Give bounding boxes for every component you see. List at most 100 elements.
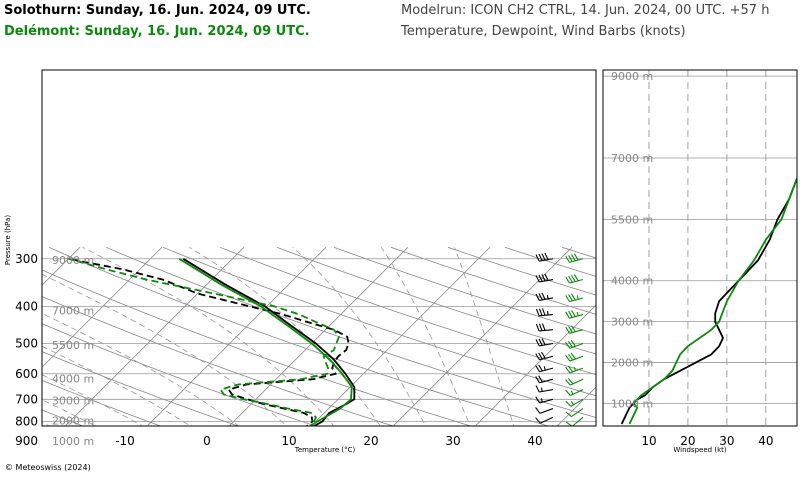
barb-staff [539,355,554,361]
wind-barb [572,441,583,452]
barb-flag [538,375,543,383]
barb-flag [567,353,574,361]
barb-flag [565,276,570,284]
wind-barb [535,308,554,317]
dry-adiabat [219,246,596,376]
barb-staff [575,446,583,457]
barb-flag [565,379,571,386]
temperature-tick-label: -10 [115,434,135,448]
barb-flag [573,253,579,261]
barb-flag [570,340,576,347]
dry-adiabat [162,246,596,397]
skew-series-group [68,257,356,426]
height-label: 9000 m [52,254,94,267]
barb-flag [535,385,540,393]
barb-staff [569,342,584,349]
wind-barb [535,396,554,404]
moist-adiabat [189,246,381,426]
wind-barb [535,416,554,424]
dry-adiabat [276,246,596,355]
dry-adiabat [790,247,800,451]
temperature-tick-label: 0 [203,434,211,448]
barb-flag [571,325,576,333]
wind-barb [565,310,584,319]
wind-barb [565,274,584,284]
barb-flag [536,428,541,433]
barb-staff [569,314,584,319]
barb-flag [565,366,571,374]
barb-half-flag [570,401,574,406]
height-label: 2000 m [52,414,94,427]
barb-flag [567,432,573,436]
wind-height-label: 2000 m [611,357,653,370]
temperature-tick-label: 20 [363,434,378,448]
dry-adiabat [733,247,800,451]
barb-staff [581,425,584,426]
isotherm [146,247,327,426]
moist-adiabat [454,247,515,426]
wind-barb [535,407,554,414]
barb-half-flag [572,456,575,458]
barb-staff [542,446,553,455]
wind-barb [565,293,584,303]
dry-adiabat [390,246,596,315]
wind-grid [603,70,797,426]
barb-half-flag [546,294,549,299]
wind-height-label: 1000 m [611,397,653,410]
barb-flag [565,295,570,302]
barb-flag [565,326,570,334]
barb-flag [535,353,540,361]
barb-staff [539,278,554,283]
wind-barb [565,365,584,374]
windspeed-tick-label: 20 [680,434,695,448]
barb-half-flag [573,366,576,372]
height-label: 4000 m [52,372,94,385]
barb-staff [539,329,554,332]
isotherm [392,247,573,426]
wind-barb [565,398,584,407]
model-run-label: Modelrun: ICON CH2 CTRL, 14. Jun. 2024, … [401,3,770,18]
barb-staff [569,258,584,263]
barb-staff [571,408,584,418]
barb-flag [535,396,540,404]
dry-adiabat [42,296,395,426]
skew-grid [42,246,800,451]
barb-flag [538,323,543,331]
wind-barb [536,425,554,433]
barb-staff [539,389,554,393]
skew-series-line-0 [182,258,356,426]
isotherm [310,247,491,426]
barb-flag [535,417,541,424]
barb-flag [568,310,573,318]
barb-half-flag [540,398,543,403]
wind-height-label: 4000 m [611,275,653,288]
barb-staff [569,367,584,374]
barb-flag [538,364,543,372]
wind-barb [567,433,583,444]
barb-flag [567,341,574,348]
dry-adiabat [42,269,472,426]
wind-barb [535,351,554,361]
wind-barb [565,325,584,334]
moist-adiabat [42,345,192,426]
skew-series-line-1 [68,257,350,426]
wind-barbs-group [535,252,584,458]
wind-barb [535,273,554,283]
barb-flag [541,292,546,300]
windspeed-tick-label: 40 [758,434,773,448]
pressure-tick-label: 500 [15,337,38,351]
barb-flag [544,252,549,260]
barb-flag [567,365,574,373]
barb-flag [568,294,573,302]
wind-barb [535,292,554,301]
barb-flag [565,400,572,407]
moist-adiabat [292,247,427,426]
chart-description: Temperature, Dewpoint, Wind Barbs (knots… [401,24,686,39]
barb-half-flag [570,390,574,395]
isotherm [228,247,409,426]
dry-adiabat [561,246,596,259]
barb-flag [565,411,572,418]
wind-plot-frame [602,69,798,427]
wind-barb [535,252,554,262]
